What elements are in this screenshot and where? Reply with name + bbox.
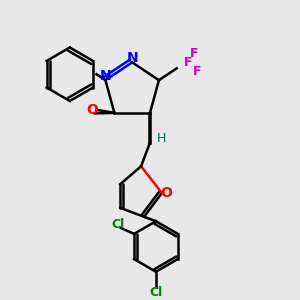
Text: Cl: Cl: [149, 286, 163, 299]
Text: F: F: [190, 47, 199, 60]
Text: F: F: [184, 56, 193, 69]
Text: N: N: [126, 51, 138, 65]
Text: H: H: [157, 132, 167, 145]
Text: N: N: [100, 69, 111, 83]
Text: O: O: [160, 186, 172, 200]
Text: F: F: [193, 65, 202, 78]
Text: Cl: Cl: [111, 218, 124, 232]
Text: O: O: [86, 103, 98, 117]
